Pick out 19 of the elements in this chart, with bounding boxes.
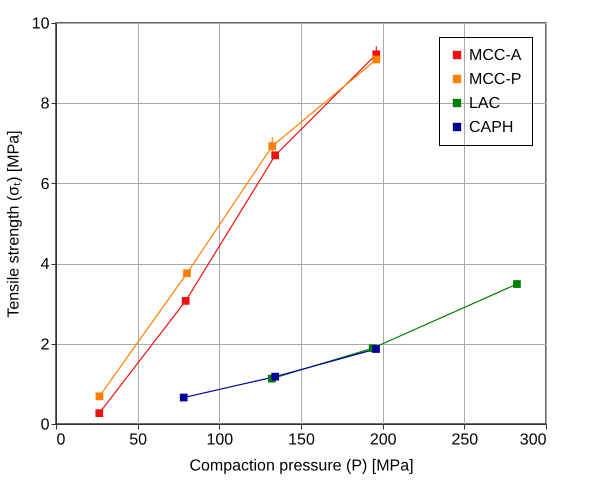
y-tick-label: 0 [40, 416, 50, 434]
x-tick-label: 0 [56, 432, 66, 448]
y-tick-label: 4 [40, 256, 50, 274]
y-tick-label: 8 [40, 96, 50, 113]
legend-label: LAC [469, 95, 500, 112]
y-tick-label: 6 [40, 176, 50, 193]
x-tick-label: 50 [129, 432, 148, 448]
legend-label: MCC-A [469, 47, 522, 64]
x-tick-label: 300 [520, 432, 547, 448]
legend-label: MCC-P [469, 71, 522, 88]
x-tick-label: 250 [451, 432, 478, 448]
y-axis-title: Tensile strength (σₜ) [MPa] [6, 130, 23, 318]
x-tick-label: 100 [206, 432, 234, 448]
x-tick-label: 200 [370, 432, 397, 448]
x-axis-title: Compaction pressure (P) [MPa] [189, 458, 414, 474]
x-tick-label: 150 [288, 432, 315, 448]
y-tick-label: 10 [32, 16, 50, 32]
legend-label: CAPH [469, 119, 514, 136]
y-tick-label: 2 [40, 336, 50, 354]
